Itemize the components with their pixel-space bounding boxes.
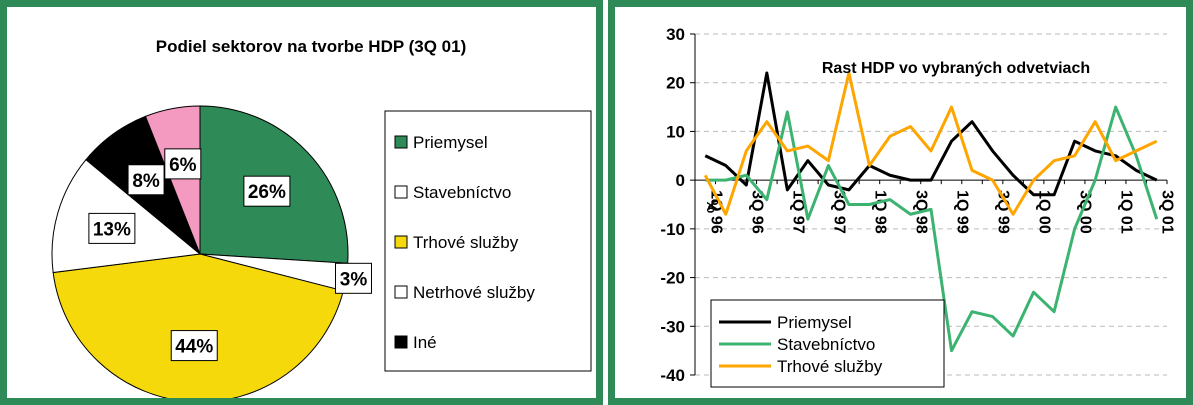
legend-swatch-trhove-sluzby — [394, 235, 408, 249]
legend-label-netrhove-sluzby: Netrhové služby — [413, 283, 535, 302]
pie-slice-trhove-sluzby — [52, 253, 344, 398]
y-tick-label: -30 — [660, 317, 685, 336]
legend-label-trhove-sluzby: Trhové služby — [777, 357, 883, 376]
pie-data-label-box — [243, 175, 291, 207]
pie-data-label: 26% — [248, 182, 286, 203]
pie-data-label-box — [170, 330, 218, 362]
pie-data-label-box — [334, 262, 372, 294]
y-tick-label: 0 — [676, 171, 685, 190]
pie-data-label-box — [88, 212, 136, 244]
legend-label-stavebnictvo: Stavebníctvo — [413, 183, 511, 202]
legend-label-stavebnictvo: Stavebníctvo — [777, 335, 875, 354]
pie-slice-other-5 — [144, 105, 201, 255]
x-tick-label: 1Q 01 — [1118, 190, 1135, 234]
pie-data-label: 6% — [169, 155, 197, 176]
legend-label-trhove-sluzby: Trhové služby — [413, 233, 519, 252]
x-tick-label: 1Q 97 — [789, 190, 806, 234]
pie-data-label: 13% — [93, 219, 131, 240]
pie-data-label-box — [127, 164, 165, 196]
line-chart-panel: 30 20 10 0 -10 -20 -30 -40 1Q 96 3Q 96 1Q 97 3Q 97… — [608, 0, 1193, 405]
pie-data-label-box — [164, 148, 202, 180]
pie-chart-panel: Podiel sektorov na tvorbe HDP (3Q 01) 26… — [0, 0, 603, 405]
legend-swatch-priemysel — [394, 135, 408, 149]
x-tick-label: 3Q 00 — [1077, 190, 1094, 234]
legend-swatch-netrhove-sluzby — [394, 285, 408, 299]
pie-chart-title: Podiel sektorov na tvorbe HDP (3Q 01) — [156, 37, 467, 56]
x-tick-label: 3Q 99 — [995, 190, 1012, 234]
y-tick-label: -40 — [660, 366, 685, 385]
pie-data-label: 8% — [132, 171, 160, 192]
x-tick-label: 3Q 97 — [830, 190, 847, 234]
line-legend: Priemysel Stavebníctvo Trhové služby — [710, 299, 945, 388]
x-tick-label: 1Q 99 — [954, 190, 971, 234]
series-line-trhove-sluzby — [703, 71, 1158, 216]
line-chart-title: Rast HDP vo vybraných odvetviach — [822, 60, 1090, 77]
pie-legend: Priemysel Stavebníctvo Trhové služby Netrho… — [384, 110, 592, 372]
legend-label-ine: Iné — [413, 333, 437, 352]
y-tick-label: 30 — [666, 25, 685, 44]
y-tick-label: 20 — [666, 74, 685, 93]
x-tick-label: 1Q 00 — [1036, 190, 1053, 234]
legend-swatch-stavebnictvo — [394, 185, 408, 199]
x-tick-label: 3Q 96 — [748, 190, 765, 234]
y-tick-label: 10 — [666, 122, 685, 141]
x-tick-label: 1Q 98 — [871, 190, 888, 234]
pie-data-label: 44% — [175, 337, 213, 358]
legend-label-priemysel: Priemysel — [777, 313, 852, 332]
y-tick-label: -10 — [660, 220, 685, 239]
x-tick-label: 3Q 01 — [1159, 190, 1176, 234]
pie-data-label: 3% — [340, 269, 368, 290]
legend-label-priemysel: Priemysel — [413, 133, 488, 152]
legend-swatch-ine — [394, 335, 408, 349]
y-axis-label: % — [703, 199, 720, 213]
pie-chart: Podiel sektorov na tvorbe HDP (3Q 01) 26… — [51, 37, 592, 398]
y-tick-label: -20 — [660, 269, 685, 288]
